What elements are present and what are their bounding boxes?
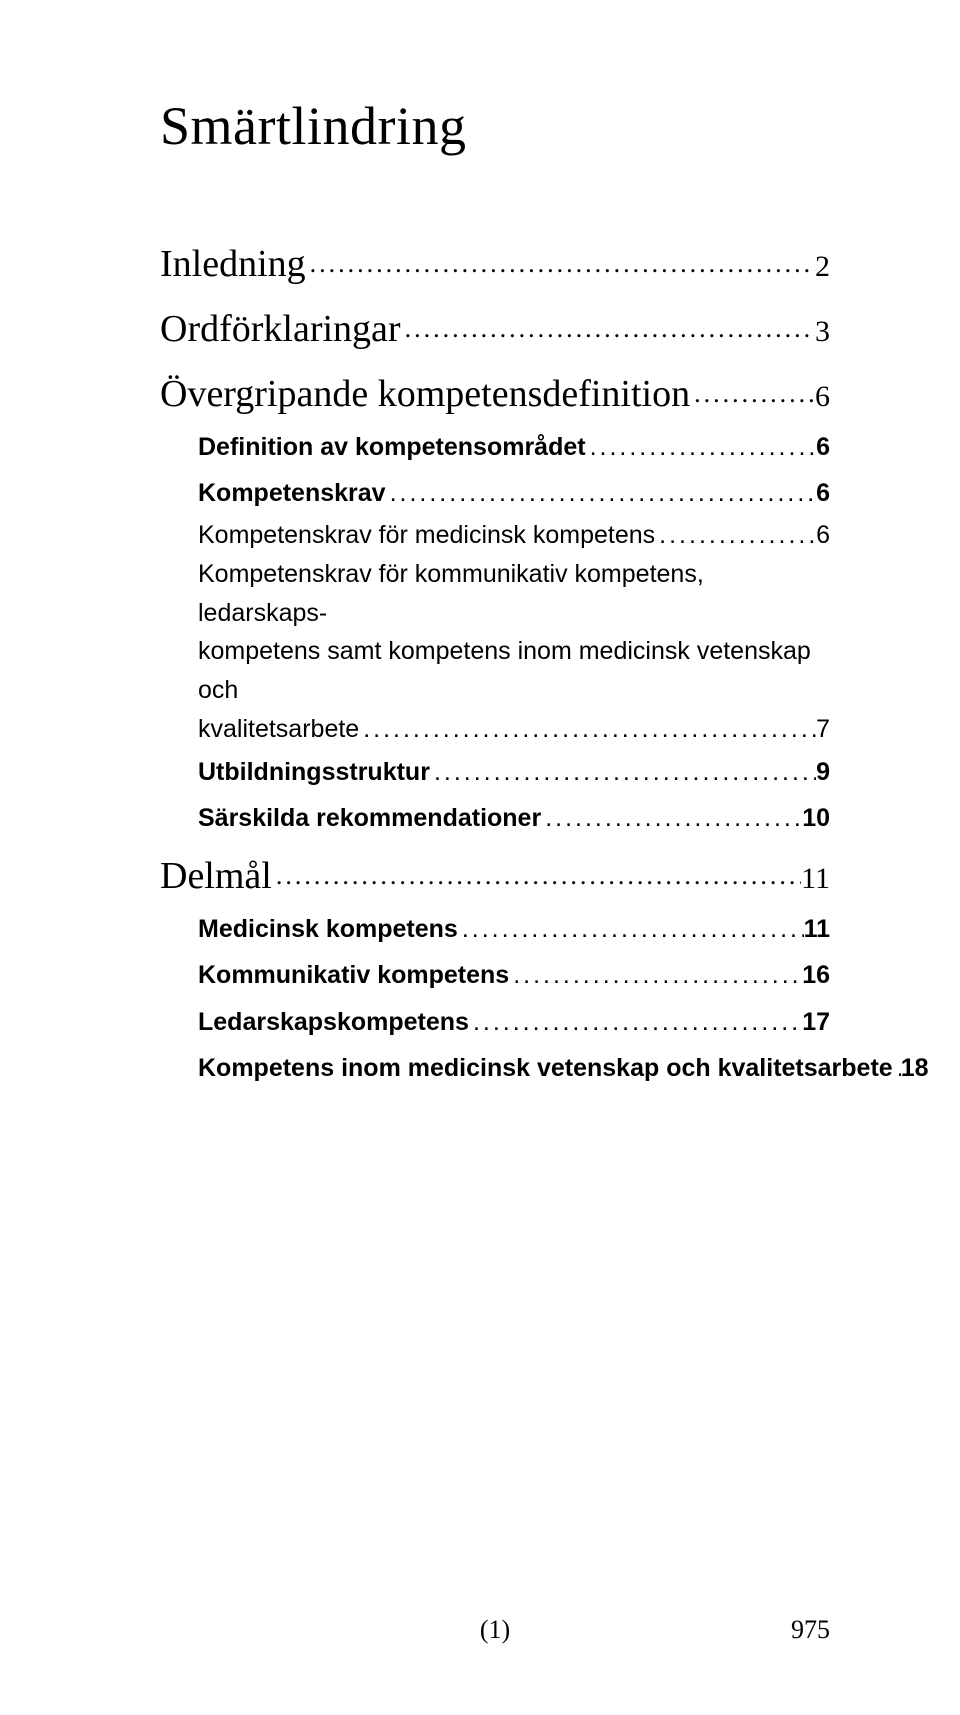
toc-entry: Kommunikativ kompetens .................… [160,952,830,998]
toc-page: 6 [816,516,830,555]
toc-leader: ........................................… [458,906,804,952]
toc-entry: Kompetenskrav för medicinsk kompetens ..… [160,516,830,555]
toc-entry: Definition av kompetensområdet .........… [160,424,830,470]
toc-entry-multiline: Kompetenskrav för kommunikativ kompetens… [160,555,830,749]
footer-page-number: 975 [791,1615,830,1645]
toc-entry: kvalitetsarbete ........................… [160,710,830,749]
toc-label: Delmål [160,847,272,906]
page-footer: (1) 975 [160,1615,830,1645]
toc-entry: Utbildningsstruktur ....................… [160,749,830,795]
toc-label: Utbildningsstruktur [198,749,430,795]
toc-label: Kompetenskrav [198,470,386,516]
toc-entry: Kompetenskrav ..........................… [160,470,830,516]
toc-entry: Övergripande kompetensdefinition .......… [160,365,830,424]
toc-label: Kompetenskrav för medicinsk kompetens [198,516,655,555]
toc-leader: ........................................… [386,470,817,516]
toc-leader: ........................................… [430,749,816,795]
toc-entry: Delmål .................................… [160,847,830,906]
toc-label: Särskilda rekommendationer [198,795,541,841]
toc-leader: ........................................… [655,516,816,555]
page: Smärtlindring Inledning ................… [0,0,960,1715]
toc-leader: ........................................… [541,795,802,841]
toc-entry: Ledarskapskompetens ....................… [160,999,830,1045]
toc-leader: ........................................… [586,424,817,470]
toc-leader: ........................................… [690,374,815,414]
toc-page: 7 [816,710,830,749]
toc-label-line: Kompetenskrav för kommunikativ kompetens… [160,555,830,633]
toc-label: Kommunikativ kompetens [198,952,509,998]
toc-entry: Medicinsk kompetens ....................… [160,906,830,952]
toc-leader: ........................................… [401,309,815,349]
toc-page: 3 [815,309,830,356]
toc-label: Ledarskapskompetens [198,999,469,1045]
toc-label: Ordförklaringar [160,300,401,359]
toc-leader: ........................................… [509,952,802,998]
toc-leader: ........................................… [306,244,815,284]
page-title: Smärtlindring [160,95,830,157]
toc-entry: Kompetens inom medicinsk vetenskap och k… [160,1045,830,1091]
toc-page: 17 [802,999,830,1045]
toc-label: Inledning [160,235,306,294]
toc-leader: ........................................… [272,856,801,896]
toc-label: Övergripande kompetensdefinition [160,365,690,424]
footer-page-inner: (1) [480,1615,510,1645]
toc-page: 6 [816,470,830,516]
toc-page: 6 [816,424,830,470]
toc-leader: ........................................… [893,1045,901,1091]
toc-label: Definition av kompetensområdet [198,424,586,470]
toc-page: 18 [901,1045,929,1091]
toc-page: 11 [801,856,830,903]
toc-page: 6 [815,374,830,421]
toc-label: kvalitetsarbete [198,710,359,749]
toc-page: 9 [816,749,830,795]
toc-label: Medicinsk kompetens [198,906,458,952]
table-of-contents: Inledning ..............................… [160,235,830,1091]
toc-entry: Ordförklaringar ........................… [160,300,830,359]
toc-page: 10 [802,795,830,841]
toc-entry: Inledning ..............................… [160,235,830,294]
toc-page: 16 [802,952,830,998]
toc-page: 11 [804,906,830,952]
toc-label: Kompetens inom medicinsk vetenskap och k… [198,1045,893,1091]
toc-leader: ........................................… [359,710,816,749]
toc-entry: Särskilda rekommendationer .............… [160,795,830,841]
toc-leader: ........................................… [469,999,802,1045]
toc-page: 2 [815,244,830,291]
toc-label-line: kompetens samt kompetens inom medicinsk … [160,632,830,710]
